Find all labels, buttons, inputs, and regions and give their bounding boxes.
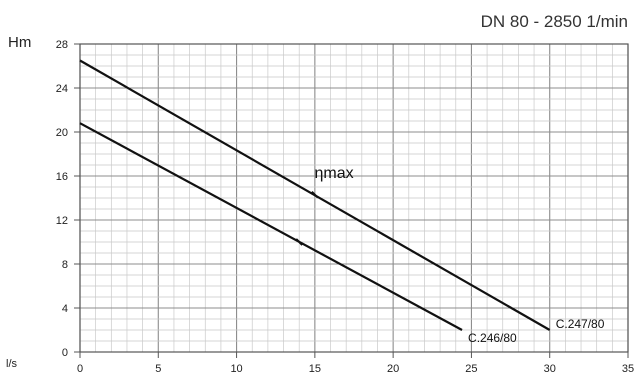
x-tick-label: 20 — [387, 363, 399, 375]
y-tick-label: 0 — [62, 347, 68, 359]
efficiency-mark — [311, 190, 319, 199]
chart-title: DN 80 - 2850 1/min — [480, 12, 628, 31]
y-tick-label: 8 — [62, 259, 68, 271]
x-tick-label: 5 — [155, 363, 161, 375]
x-tick-label: 15 — [309, 363, 321, 375]
efficiency-mark — [295, 238, 303, 246]
annotation-eta-max: ηmax — [315, 165, 354, 182]
x-tick-label: 10 — [230, 363, 242, 375]
series-label: C.246/80 — [468, 331, 517, 345]
y-axis-label: Hm — [8, 34, 32, 51]
y-tick-label: 24 — [56, 83, 68, 95]
series-label: C.247/80 — [556, 317, 605, 331]
x-axis-label: l/s — [6, 358, 17, 370]
y-tick-label: 4 — [62, 303, 68, 315]
x-tick-label: 0 — [77, 363, 83, 375]
series-line-2 — [79, 122, 463, 331]
x-tick-label: 35 — [622, 363, 634, 375]
plot-frame — [79, 43, 629, 353]
y-tick-label: 12 — [56, 215, 68, 227]
x-tick-label: 25 — [465, 363, 477, 375]
y-tick-label: 16 — [56, 171, 68, 183]
x-tick-label: 30 — [544, 363, 556, 375]
y-tick-label: 20 — [56, 127, 68, 139]
y-tick-label: 28 — [56, 39, 68, 51]
